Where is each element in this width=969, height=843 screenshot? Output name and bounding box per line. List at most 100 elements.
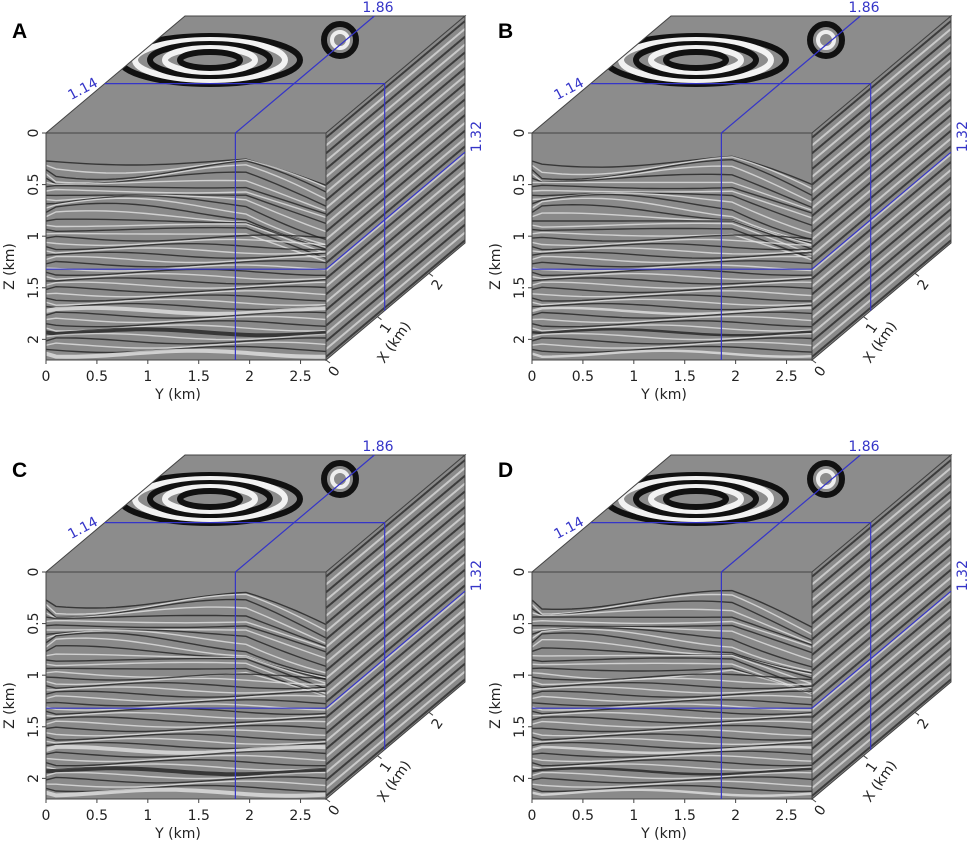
panel-label: A — [12, 20, 27, 43]
z-tick-label: 2 — [26, 335, 42, 344]
z-tick-label: 1.5 — [512, 277, 528, 299]
z-tick-label: 0 — [26, 568, 42, 577]
y-tick-label: 1 — [143, 808, 152, 824]
x-tick-mark — [377, 755, 382, 760]
crossline-section-face — [45, 132, 327, 361]
y-tick-label: 2 — [731, 808, 740, 824]
z-tick-label: 0.5 — [512, 173, 528, 195]
crossline-section-face — [531, 571, 813, 800]
z-tick-label: 1.5 — [26, 716, 42, 738]
y-tick-label: 1.5 — [674, 369, 696, 385]
y-tick-label: 2.5 — [775, 808, 797, 824]
z-slice-line-side — [811, 590, 952, 709]
z-tick-label: 1 — [26, 671, 42, 680]
z-tick-label: 0 — [512, 129, 528, 138]
y-tick-label: 0.5 — [86, 808, 108, 824]
y-tick-label: 2 — [245, 369, 254, 385]
y-slice-line-top — [234, 15, 375, 134]
z-tick-label: 1 — [512, 671, 528, 680]
x-tick-mark — [914, 711, 920, 716]
x-tick-mark — [377, 316, 382, 321]
y-tick-label: 1.5 — [674, 808, 696, 824]
z-tick-label: 0 — [26, 129, 42, 138]
panel-label: B — [498, 20, 513, 43]
y-slice-label: 1.86 — [848, 0, 879, 16]
z-axis-title: Z (km) — [488, 682, 504, 729]
crossline-section-face — [531, 132, 813, 361]
x-tick-label: 2 — [915, 277, 933, 293]
x-tick-label: 0 — [812, 363, 830, 379]
y-tick-label: 1.5 — [188, 369, 210, 385]
y-slice-line-top — [720, 454, 861, 573]
y-axis-title: Y (km) — [154, 387, 201, 403]
x-tick-mark — [428, 272, 434, 277]
z-tick-label: 2 — [512, 774, 528, 783]
z-tick-label: 1 — [26, 232, 42, 241]
y-tick-label: 0.5 — [572, 808, 594, 824]
y-slice-label: 1.86 — [362, 439, 393, 455]
z-axis-title: Z (km) — [2, 682, 18, 729]
y-tick-label: 1 — [629, 808, 638, 824]
z-slice-line-side — [325, 590, 466, 709]
y-slice-line-top — [720, 15, 861, 134]
x-tick-label: 0 — [326, 363, 344, 379]
y-tick-label: 1 — [143, 369, 152, 385]
y-tick-label: 2 — [731, 369, 740, 385]
z-axis-title: Z (km) — [488, 243, 504, 290]
z-tick-label: 0 — [512, 568, 528, 577]
y-tick-label: 2.5 — [289, 369, 311, 385]
y-tick-label: 1.5 — [188, 808, 210, 824]
y-slice-line-top — [234, 454, 375, 573]
y-tick-label: 2.5 — [289, 808, 311, 824]
x-tick-label: 2 — [429, 716, 447, 732]
x-tick-label: 0 — [326, 802, 344, 818]
y-tick-label: 0 — [42, 369, 51, 385]
y-tick-label: 2.5 — [775, 369, 797, 385]
y-tick-label: 0 — [42, 808, 51, 824]
x-tick-mark — [863, 755, 868, 760]
z-tick-label: 0.5 — [26, 173, 42, 195]
x-tick-mark — [863, 316, 868, 321]
y-axis-title: Y (km) — [640, 387, 687, 403]
z-slice-label: 1.32 — [955, 121, 969, 152]
panel-label: C — [12, 459, 27, 482]
y-tick-label: 0 — [528, 808, 537, 824]
z-tick-label: 1 — [512, 232, 528, 241]
z-slice-label: 1.32 — [469, 560, 485, 591]
y-tick-label: 2 — [245, 808, 254, 824]
z-tick-label: 0.5 — [512, 612, 528, 634]
z-tick-label: 0.5 — [26, 612, 42, 634]
x-tick-mark — [914, 272, 920, 277]
y-tick-label: 1 — [629, 369, 638, 385]
y-tick-label: 0 — [528, 369, 537, 385]
x-tick-label: 2 — [915, 716, 933, 732]
z-tick-label: 2 — [512, 335, 528, 344]
z-slice-label: 1.32 — [955, 560, 969, 591]
z-tick-label: 2 — [26, 774, 42, 783]
z-slice-line-side — [811, 151, 952, 270]
x-tick-mark — [428, 711, 434, 716]
x-tick-mark — [325, 359, 331, 364]
x-tick-label: 0 — [812, 802, 830, 818]
z-tick-label: 1.5 — [512, 716, 528, 738]
y-slice-label: 1.86 — [362, 0, 393, 16]
x-tick-mark — [811, 359, 817, 364]
y-slice-label: 1.86 — [848, 439, 879, 455]
z-tick-label: 1.5 — [26, 277, 42, 299]
z-slice-label: 1.32 — [469, 121, 485, 152]
x-tick-mark — [811, 798, 817, 803]
z-slice-line-side — [325, 151, 466, 270]
crossline-section-face — [45, 571, 327, 800]
panel-label: D — [498, 459, 513, 482]
y-axis-title: Y (km) — [640, 826, 687, 842]
z-axis-title: Z (km) — [2, 243, 18, 290]
y-tick-label: 0.5 — [86, 369, 108, 385]
x-tick-label: 2 — [429, 277, 447, 293]
y-tick-label: 0.5 — [572, 369, 594, 385]
